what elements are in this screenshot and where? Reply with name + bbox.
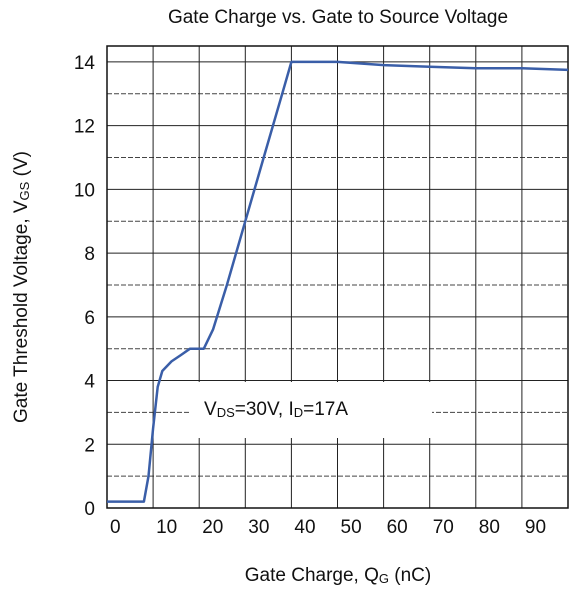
label-part: Gate Threshold Voltage, V (11, 200, 32, 423)
label-part: V (204, 399, 217, 420)
label-part: Gate Charge, Q (245, 565, 379, 586)
x-tick-label: 20 (202, 517, 223, 538)
annotation: VDS=30V, ID=17A (204, 399, 348, 420)
y-tick-label: 14 (74, 53, 96, 74)
x-tick-label: 40 (294, 517, 315, 538)
y-tick-label: 2 (84, 435, 95, 456)
subscript: DS (217, 405, 235, 420)
y-tick-label: 0 (84, 499, 95, 520)
x-tick-label: 60 (387, 517, 408, 538)
subscript: D (294, 405, 303, 420)
x-tick-label: 50 (341, 517, 362, 538)
y-tick-label: 6 (84, 308, 95, 329)
x-tick-label: 80 (479, 517, 500, 538)
label-part: =30V, I (235, 399, 294, 420)
x-tick-label: 30 (248, 517, 269, 538)
x-tick-label: 90 (525, 517, 546, 538)
y-tick-label: 12 (74, 117, 95, 138)
x-tick-label: 0 (110, 517, 121, 538)
label-part: (V) (11, 151, 32, 182)
chart-title: Gate Charge vs. Gate to Source Voltage (168, 7, 508, 28)
x-tick-label: 10 (156, 517, 177, 538)
subscript: G (379, 571, 389, 586)
y-tick-label: 10 (74, 180, 95, 201)
subscript: GS (17, 181, 32, 200)
y-tick-label: 8 (84, 244, 95, 265)
x-tick-label: 70 (433, 517, 454, 538)
plot-border (106, 45, 569, 509)
x-axis-label: Gate Charge, QG (nC) (245, 565, 431, 586)
data-line (107, 60, 569, 503)
y-axis-label: Gate Threshold Voltage, VGS (V) (11, 151, 32, 423)
label-part: (nC) (389, 565, 431, 586)
annotation-box (190, 382, 432, 438)
y-tick-label: 4 (84, 372, 95, 393)
label-part: =17A (303, 399, 348, 420)
